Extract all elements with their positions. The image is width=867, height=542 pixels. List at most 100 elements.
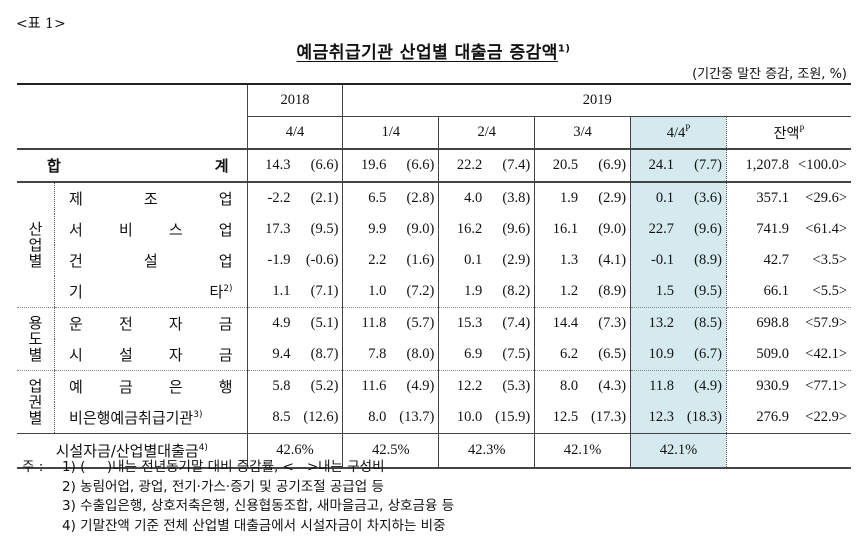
- value-cell: -0.1 (8.9): [630, 245, 727, 276]
- value-cell: 12.3 (18.3): [630, 402, 727, 434]
- balance-value: 698.8: [756, 315, 789, 331]
- value-cell: 8.5 (12.6): [246, 402, 343, 434]
- change-rate: (8.2): [502, 283, 531, 299]
- change-value: 9.4: [272, 346, 291, 362]
- change-value: 1.9: [464, 283, 483, 299]
- table-title-text: 예금취급기관 산업별 대출금 증감액: [296, 43, 558, 63]
- value-cell: 11.8 (4.9): [630, 370, 727, 402]
- change-rate: (2.8): [406, 190, 435, 206]
- value-cell: 17.3 (9.5): [246, 214, 343, 245]
- table-row: 건 설 업 -1.9 (-0.6) 2.2 (1.6) 0.1 (2.9) 1.3 (4.1) -0.…: [17, 245, 851, 276]
- value-cell: 7.8 (8.0): [342, 339, 439, 371]
- value-cell: 5.8 (5.2): [246, 370, 343, 402]
- change-rate: (9.5): [310, 221, 339, 237]
- notes-prefix: 주 :: [22, 459, 44, 475]
- value-cell: -2.2 (2.1): [246, 182, 343, 214]
- table-row: 시 설 자 금 9.4 (8.7) 7.8 (8.0) 6.9 (7.5) 6.2 (6.5) 10.9…: [17, 339, 851, 371]
- balance-share: <3.5>: [812, 252, 847, 268]
- value-cell: 6.2 (6.5): [534, 339, 631, 371]
- change-value: 11.8: [649, 378, 674, 394]
- change-value: 16.1: [552, 221, 579, 237]
- change-value: 4.0: [464, 190, 483, 206]
- balance-cell: 509.0 <42.1>: [726, 339, 851, 371]
- change-value: 1.0: [368, 283, 387, 299]
- ratio-value: 42.5%: [342, 433, 439, 469]
- balance-cell: 741.9 <61.4>: [726, 214, 851, 245]
- balance-value: 276.9: [756, 409, 789, 425]
- change-rate: (5.7): [406, 315, 435, 331]
- balance-cell: 276.9 <22.9>: [726, 402, 851, 434]
- value-cell: 14.4 (7.3): [534, 307, 631, 339]
- change-rate: (4.3): [598, 378, 627, 394]
- change-value: 14.3: [265, 157, 291, 173]
- change-rate: (7.5): [502, 346, 531, 362]
- change-rate: (6.9): [598, 157, 627, 173]
- table-label: <표 1>: [16, 16, 66, 32]
- value-cell: 0.1 (2.9): [438, 245, 535, 276]
- value-cell: 13.2 (8.5): [630, 307, 727, 339]
- balance-share: <61.4>: [805, 221, 847, 237]
- row-label: 기 타2): [54, 276, 248, 308]
- change-rate: (6.6): [406, 157, 435, 173]
- change-value: -0.1: [650, 252, 674, 268]
- balance-cell: 698.8 <57.9>: [726, 308, 851, 340]
- balance-share: <42.1>: [805, 346, 847, 362]
- change-rate: (9.6): [694, 221, 722, 237]
- value-cell: 22.7 (9.6): [630, 214, 727, 245]
- change-rate: (12.6): [303, 409, 339, 425]
- value-cell: 9.9 (9.0): [342, 214, 439, 245]
- change-rate: (8.9): [598, 283, 627, 299]
- value-cell: 9.4 (8.7): [246, 339, 343, 371]
- quarter-header: 3/4: [534, 116, 631, 150]
- footnote-item: 3) 수출입은행, 상호저축은행, 신용협동조합, 새마을금고, 상호금융 등: [62, 498, 455, 514]
- change-value: 2.2: [368, 252, 387, 268]
- change-rate: (4.9): [406, 378, 435, 394]
- change-rate: (2.9): [502, 252, 531, 268]
- change-value: 8.0: [368, 409, 387, 425]
- change-value: 19.6: [360, 157, 387, 173]
- table-row: 서 비 스 업 17.3 (9.5) 9.9 (9.0) 16.2 (9.6) 16.1 (9.0) 2…: [17, 214, 851, 245]
- change-rate: (7.2): [406, 283, 435, 299]
- quarter-header-highlighted: 4/4P: [630, 116, 727, 150]
- balance-share: <100.0>: [798, 157, 847, 173]
- change-value: 0.1: [464, 252, 483, 268]
- footnote-item: 2) 농림어업, 광업, 전기·가스·증기 및 공기조절 공급업 등: [62, 478, 384, 495]
- table-row: 비은행예금취급기관3) 8.5 (12.6) 8.0 (13.7) 10.0 (15.9) 1…: [17, 402, 851, 434]
- change-value: 16.2: [456, 221, 483, 237]
- balance-value: 509.0: [756, 346, 789, 362]
- value-cell: 1.0 (7.2): [342, 276, 439, 308]
- balance-value: 66.1: [763, 283, 789, 299]
- header-corner: [17, 83, 248, 117]
- change-value: 6.5: [368, 190, 387, 206]
- value-cell: 1.3 (4.1): [534, 245, 631, 276]
- quarter-header: 2/4: [438, 116, 535, 150]
- change-value: 11.8: [361, 315, 387, 331]
- unit-label: (기간중 말잔 증감, 조원, %): [692, 67, 847, 82]
- ratio-label: 시설자금/산업별대출금4): [17, 433, 248, 469]
- change-value: 24.1: [648, 157, 674, 173]
- change-value: 20.5: [552, 157, 579, 173]
- value-cell: 12.5 (17.3): [534, 402, 631, 434]
- change-value: 11.6: [361, 378, 387, 394]
- balance-share: <77.1>: [805, 378, 847, 394]
- footnote-item: 1) ( )내는 전년동기말 대비 증감률, < >내는 구성비: [62, 459, 385, 475]
- value-cell: 2.2 (1.6): [342, 245, 439, 276]
- table-row: 산 업 별 제 조 업 -2.2 (2.1) 6.5 (2.8) 4.0 (3.8) 1.9 (2.9) 0…: [17, 182, 851, 308]
- value-cell: 12.2 (5.3): [438, 370, 535, 402]
- change-value: 15.3: [456, 315, 483, 331]
- change-value: 6.9: [464, 346, 483, 362]
- balance-share: <5.5>: [812, 283, 847, 299]
- value-cell: 16.1 (9.0): [534, 214, 631, 245]
- change-rate: (8.7): [310, 346, 339, 362]
- change-value: 6.2: [559, 346, 579, 362]
- title-footnote-mark: 1): [557, 43, 571, 55]
- change-rate: (9.0): [406, 221, 435, 237]
- change-value: 10.9: [648, 346, 674, 362]
- balance-value: 42.7: [763, 252, 789, 268]
